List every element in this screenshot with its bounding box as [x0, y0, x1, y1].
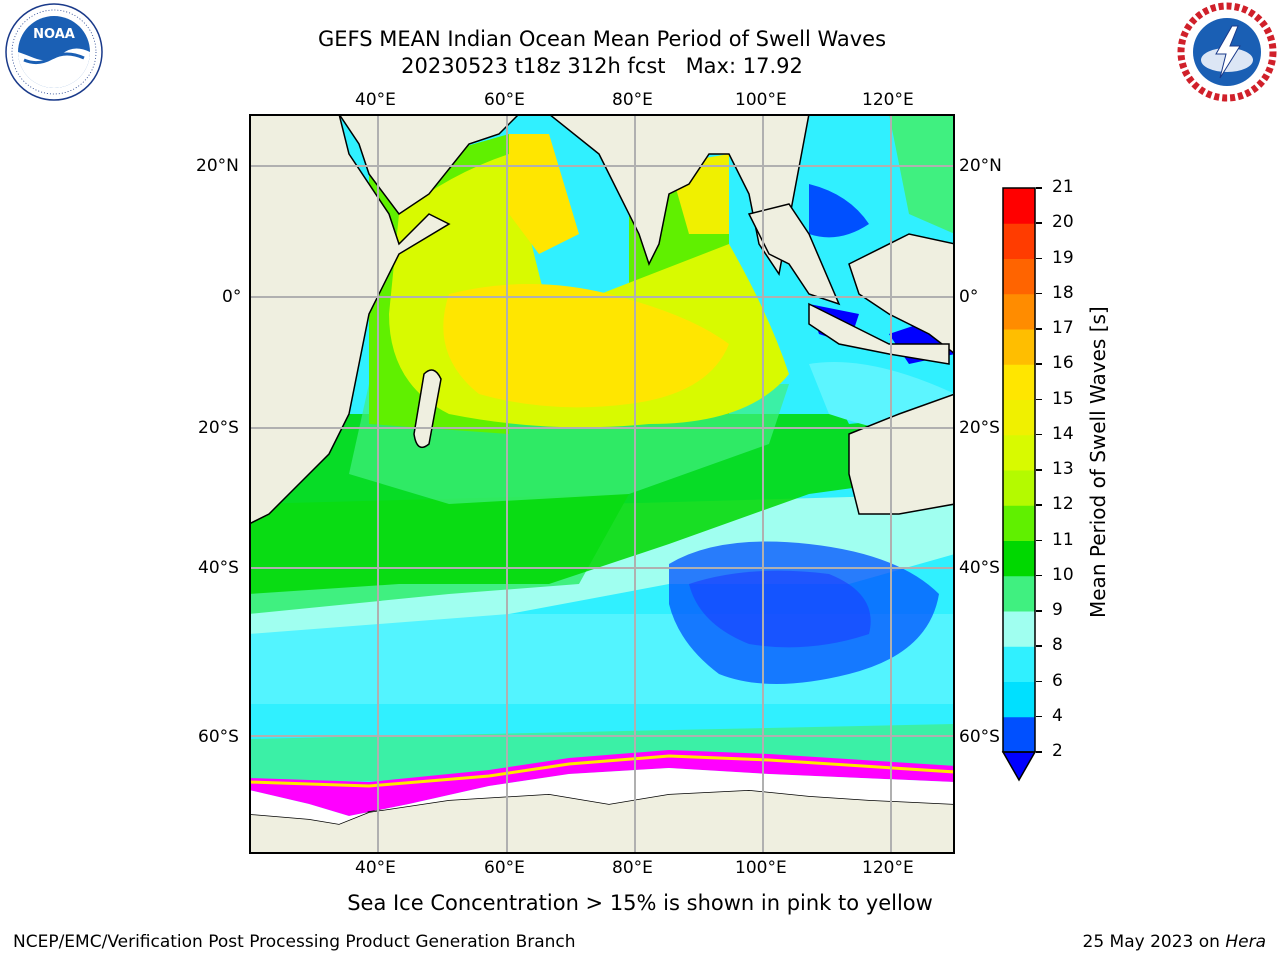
colorbar-tick-label: 21: [1052, 177, 1074, 197]
lat-label-left-20n: 20°N: [196, 156, 239, 176]
colorbar-segment: [1003, 329, 1035, 365]
colorbar-tick: [1036, 222, 1042, 224]
colorbar-tick: [1036, 433, 1042, 436]
lat-label-left-40s: 40°S: [198, 558, 239, 578]
sea-ice-area: [250, 768, 954, 824]
colorbar-tick: [1036, 363, 1042, 365]
colorbar-tick: [1036, 715, 1042, 718]
lat-label-right-20n: 20°N: [959, 156, 1002, 176]
lon-label-bottom-60: 60°E: [484, 858, 525, 878]
colorbar-tick-label: 2: [1052, 741, 1063, 761]
colorbar-frame: [1002, 187, 1036, 753]
lat-label-left-0: 0°: [222, 287, 242, 307]
footer-host: Hera: [1225, 932, 1266, 952]
nws-logo: [1177, 2, 1277, 102]
colorbar-segment: [1003, 540, 1035, 577]
lon-label-bottom-40: 40°E: [355, 858, 396, 878]
footer-credit: NCEP/EMC/Verification Post Processing Pr…: [13, 932, 576, 952]
lon-label-top-100: 100°E: [735, 90, 787, 110]
colorbar-segment: [1003, 575, 1035, 612]
sea-ice-caption: Sea Ice Concentration > 15% is shown in …: [347, 891, 933, 915]
lat-label-right-40s: 40°S: [959, 558, 1000, 578]
colorbar-tick: [1036, 257, 1042, 259]
colorbar-segment: [1003, 470, 1035, 506]
colorbar-tick: [1036, 751, 1042, 753]
colorbar-segment: [1003, 223, 1035, 259]
colorbar-segment: [1003, 434, 1035, 471]
lon-label-bottom-80: 80°E: [612, 858, 653, 878]
colorbar-segment: [1003, 188, 1035, 224]
colorbar-segment: [1003, 611, 1035, 647]
colorbar-tick-label: 9: [1052, 600, 1063, 620]
colorbar-tick-label: 4: [1052, 705, 1063, 726]
colorbar-tick: [1036, 574, 1042, 577]
colorbar-tick: [1036, 645, 1042, 647]
colorbar-tick: [1036, 680, 1042, 682]
footer-date: 25 May 2023 on Hera: [1083, 932, 1267, 952]
lat-label-right-20s: 20°S: [959, 418, 1000, 438]
colorbar-tick-label: 12: [1052, 494, 1074, 515]
colorbar-label-wrap: Mean Period of Swell Waves [s]: [948, 306, 1248, 618]
colorbar-segment: [1003, 364, 1035, 400]
colorbar-extend-triangle: [1001, 751, 1037, 782]
colorbar-tick: [1036, 292, 1042, 295]
land-masses: [250, 115, 954, 853]
colorbar-tick: [1036, 187, 1042, 189]
noaa-logo: NOAA: [5, 3, 103, 101]
colorbar-tick: [1036, 504, 1042, 506]
lon-label-top-120: 120°E: [862, 90, 914, 110]
colorbar-tick-label: 13: [1052, 459, 1074, 479]
colorbar-tick: [1036, 398, 1042, 400]
lat-label-right-0: 0°: [959, 287, 979, 307]
lat-label-right-60s: 60°S: [959, 727, 1000, 747]
colorbar-segment: [1003, 505, 1035, 541]
colorbar-tick-label: 8: [1052, 635, 1063, 656]
colorbar-tick: [1036, 328, 1042, 330]
svg-text:NOAA: NOAA: [33, 27, 75, 42]
colorbar-tick: [1036, 469, 1042, 471]
colorbar-tick-label: 16: [1052, 353, 1074, 374]
lon-label-bottom-120: 120°E: [862, 858, 914, 878]
colorbar-tick-label: 15: [1052, 388, 1074, 409]
lon-label-top-40: 40°E: [355, 90, 396, 110]
colorbar-segment: [1003, 646, 1035, 682]
footer-date-text: 25 May 2023 on: [1082, 932, 1226, 952]
lon-label-bottom-100: 100°E: [735, 858, 787, 878]
colorbar-tick-label: 14: [1052, 423, 1074, 444]
graticule: [250, 115, 954, 853]
colorbar-tick: [1036, 539, 1042, 541]
lat-label-left-60s: 60°S: [198, 727, 239, 747]
colorbar-segment: [1003, 681, 1035, 718]
colorbar-segment: [1003, 716, 1035, 753]
colorbar-tick-label: 17: [1052, 318, 1074, 338]
map-frame: [249, 114, 955, 854]
map-panel: [249, 114, 955, 854]
lon-label-top-60: 60°E: [484, 90, 525, 110]
colorbar-segment: [1003, 258, 1035, 295]
colorbar-tick-label: 19: [1052, 247, 1074, 268]
colorbar-tick-label: 18: [1052, 282, 1074, 303]
colorbar-label: Mean Period of Swell Waves [s]: [1086, 306, 1110, 618]
colorbar-tick-label: 10: [1052, 564, 1074, 585]
chart-subtitle: 20230523 t18z 312h fcst Max: 17.92: [401, 54, 803, 78]
colorbar: [1001, 187, 1037, 782]
colorbar-tick-label: 11: [1052, 529, 1074, 550]
chart-title: GEFS MEAN Indian Ocean Mean Period of Sw…: [317, 27, 887, 51]
lat-label-left-20s: 20°S: [198, 418, 239, 438]
colorbar-segment: [1003, 399, 1035, 436]
colorbar-tick-label: 20: [1052, 212, 1074, 233]
colorbar-tick-label: 6: [1052, 670, 1063, 691]
colorbar-segment: [1003, 293, 1035, 330]
colorbar-tick: [1036, 610, 1042, 612]
lon-label-top-80: 80°E: [612, 90, 653, 110]
